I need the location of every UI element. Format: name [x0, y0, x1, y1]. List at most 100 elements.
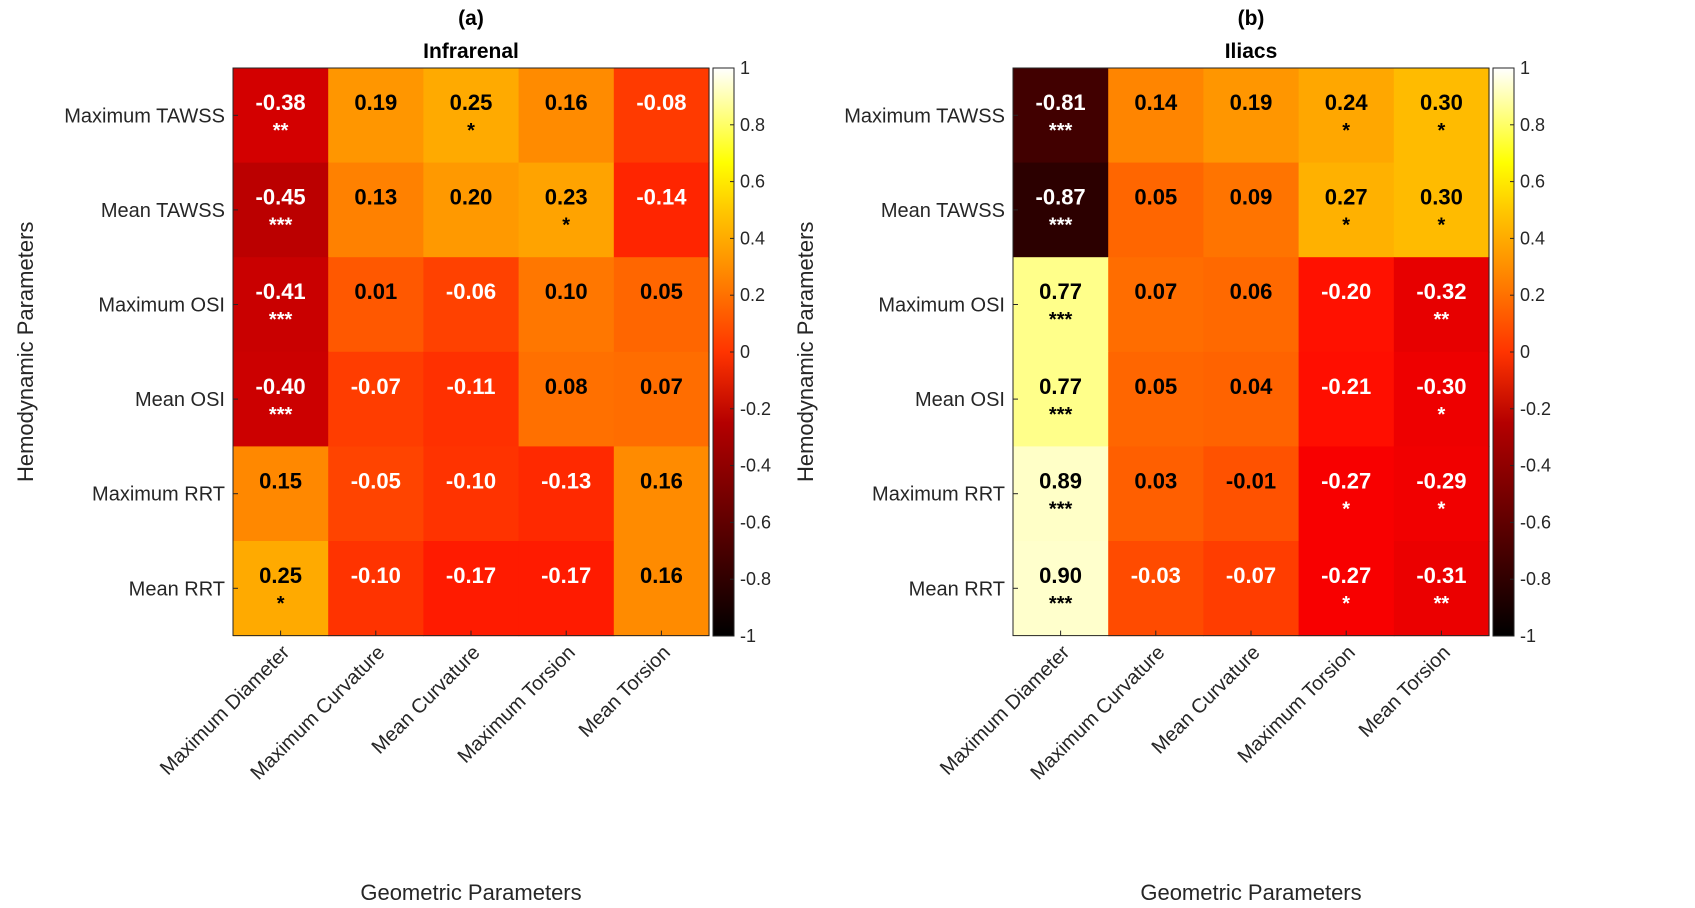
colorbar-tick-label: 0.4 [1520, 228, 1545, 248]
cell-value-label: -0.38 [256, 90, 306, 115]
heatmap-cell [1393, 541, 1490, 637]
cell-value-label: -0.27 [1321, 468, 1371, 493]
x-axis-label: Geometric Parameters [1140, 880, 1361, 905]
heatmap-cell [423, 541, 520, 637]
heatmap-cell [1393, 257, 1490, 353]
cell-value-label: -0.06 [446, 279, 496, 304]
heatmap-cell [518, 162, 615, 258]
significance-marker: *** [1049, 215, 1073, 237]
cell-value-label: 0.07 [640, 374, 683, 399]
significance-marker: *** [1049, 404, 1073, 426]
cell-value-label: 0.01 [354, 279, 397, 304]
heatmap-cell [1203, 541, 1300, 637]
colorbar-tick-label: 0.8 [1520, 115, 1545, 135]
heatmap-cell [1298, 162, 1395, 258]
colorbar-tick-label: -1 [1520, 626, 1536, 646]
chart-title: Iliacs [1225, 40, 1278, 63]
cell-value-label: -0.81 [1036, 90, 1086, 115]
colorbar-tick-label: -0.6 [740, 512, 771, 532]
colorbar-tick-label: -0.2 [740, 399, 771, 419]
heatmap-cell [613, 162, 710, 258]
row-tick-label: Maximum TAWSS [64, 105, 225, 127]
y-axis-label: Hemodynamic Parameters [793, 222, 818, 482]
column-tick-label: Mean Torsion [1355, 642, 1455, 742]
cell-value-label: -0.13 [541, 468, 591, 493]
colorbar-tick-label: 0 [1520, 342, 1530, 362]
cell-value-label: 0.14 [1134, 90, 1178, 115]
cell-value-label: -0.07 [1226, 563, 1276, 588]
significance-marker: ** [273, 120, 289, 142]
colorbar-tick-label: 0.6 [740, 172, 765, 192]
colorbar-tick-label: 1 [740, 58, 750, 78]
heatmap-cell [518, 257, 615, 353]
heatmap-cell [423, 257, 520, 353]
colorbar-tick-label: 0.2 [740, 285, 765, 305]
heatmap-cell [1108, 257, 1204, 353]
colorbar-tick-label: -0.4 [1520, 456, 1551, 476]
heatmap-cell [1203, 68, 1300, 164]
cell-value-label: 0.19 [1230, 90, 1273, 115]
heatmap-cell [1108, 351, 1204, 447]
cell-value-label: -0.05 [351, 468, 401, 493]
heatmap-cell [328, 162, 424, 258]
cell-value-label: -0.10 [351, 563, 401, 588]
heatmap-cell [1393, 446, 1490, 542]
heatmap-cell [423, 162, 520, 258]
cell-value-label: -0.20 [1321, 279, 1371, 304]
cell-value-label: 0.10 [545, 279, 588, 304]
heatmap-cell [328, 541, 424, 637]
heatmap-panel-b: (b)Iliacs-0.81***0.14 0.19 0.24*0.30*-0.87… [793, 7, 1551, 905]
cell-value-label: -0.10 [446, 468, 496, 493]
cell-value-label: -0.08 [636, 90, 686, 115]
cell-value-label: -0.07 [351, 374, 401, 399]
colorbar-tick-label: 0 [740, 342, 750, 362]
heatmap-cell [518, 541, 615, 637]
heatmap-cell [1013, 446, 1109, 542]
row-tick-label: Maximum TAWSS [844, 105, 1005, 127]
cell-value-label: -0.31 [1416, 563, 1466, 588]
heatmap-cell [1203, 351, 1300, 447]
column-tick-label: Mean Torsion [575, 642, 675, 742]
heatmap-cell [328, 68, 424, 164]
significance-marker: ** [1434, 309, 1450, 331]
heatmap-cell [1108, 541, 1204, 637]
heatmap-cell [613, 446, 710, 542]
significance-marker: * [1342, 593, 1350, 615]
heatmap-cell [1203, 446, 1300, 542]
heatmap-cell [1013, 162, 1109, 258]
significance-marker: * [1438, 404, 1446, 426]
significance-marker: * [277, 593, 285, 615]
cell-value-label: 0.25 [450, 90, 493, 115]
heatmap-cell [233, 162, 329, 258]
significance-marker: * [1438, 498, 1446, 520]
significance-marker: * [1438, 215, 1446, 237]
y-axis-label: Hemodynamic Parameters [13, 222, 38, 482]
heatmap-cell [1013, 541, 1109, 637]
cell-value-label: -0.14 [636, 185, 687, 210]
heatmap-cell [328, 257, 424, 353]
heatmap-cell [613, 351, 710, 447]
significance-marker: *** [269, 309, 293, 331]
significance-marker: * [1342, 498, 1350, 520]
colorbar-tick-label: 0.8 [740, 115, 765, 135]
cell-value-label: 0.19 [354, 90, 397, 115]
heatmap-cell [518, 68, 615, 164]
heatmap-cell [328, 351, 424, 447]
cell-value-label: 0.20 [450, 185, 493, 210]
cell-value-label: 0.09 [1230, 185, 1273, 210]
heatmap-cell [1108, 446, 1204, 542]
colorbar-tick-label: -0.8 [740, 569, 771, 589]
heatmap-cell [423, 351, 520, 447]
significance-marker: * [467, 120, 475, 142]
cell-value-label: -0.45 [256, 185, 306, 210]
panels-group: (a)Infrarenal-0.38**0.19 0.25*0.16 -0.08-0… [13, 7, 1551, 905]
cell-value-label: 0.30 [1420, 90, 1463, 115]
significance-marker: * [1342, 120, 1350, 142]
significance-marker: * [562, 215, 570, 237]
cell-value-label: 0.05 [1134, 374, 1177, 399]
heatmap-cell [1203, 162, 1300, 258]
cell-value-label: -0.87 [1036, 185, 1086, 210]
x-axis-label: Geometric Parameters [360, 880, 581, 905]
colorbar-tick-label: -0.2 [1520, 399, 1551, 419]
